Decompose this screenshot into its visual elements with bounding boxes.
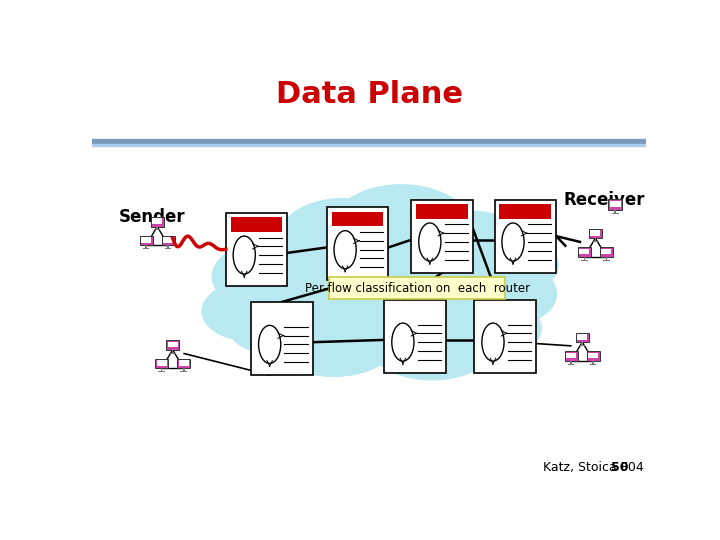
Bar	[163, 237, 174, 242]
Ellipse shape	[447, 299, 542, 359]
Ellipse shape	[482, 323, 504, 361]
Bar	[165, 248, 171, 249]
Ellipse shape	[233, 236, 256, 274]
Ellipse shape	[456, 261, 557, 326]
Bar	[327, 207, 388, 280]
Bar	[576, 333, 589, 342]
Ellipse shape	[419, 223, 441, 261]
Bar	[603, 260, 610, 261]
Bar	[162, 236, 175, 245]
Bar	[578, 247, 590, 256]
Bar	[582, 342, 583, 345]
Bar	[168, 342, 178, 347]
Bar	[92, 144, 647, 146]
Bar	[588, 353, 598, 358]
Bar	[168, 245, 169, 248]
Bar	[495, 200, 556, 273]
Ellipse shape	[269, 303, 398, 377]
Bar	[593, 241, 598, 242]
Bar	[581, 260, 588, 261]
Bar	[566, 353, 577, 358]
Bar	[608, 199, 622, 210]
Bar	[140, 236, 153, 245]
Bar	[384, 300, 446, 373]
Ellipse shape	[330, 184, 472, 272]
Ellipse shape	[258, 326, 281, 363]
Bar	[614, 210, 616, 213]
Bar	[595, 238, 596, 241]
Bar	[590, 363, 596, 364]
Bar	[154, 230, 161, 231]
Bar	[411, 200, 473, 273]
Bar	[156, 359, 168, 368]
Bar	[590, 230, 600, 235]
FancyBboxPatch shape	[329, 278, 505, 299]
Bar	[177, 359, 190, 368]
Ellipse shape	[464, 235, 559, 295]
Bar	[474, 300, 536, 373]
Bar	[179, 360, 189, 366]
Bar	[580, 248, 590, 254]
Bar	[332, 212, 383, 226]
Bar	[570, 361, 572, 363]
Text: Per-flow classification on  each  router: Per-flow classification on each router	[305, 281, 530, 295]
Bar	[583, 256, 585, 260]
Bar	[610, 201, 621, 207]
Ellipse shape	[413, 211, 532, 285]
Text: Sender: Sender	[119, 208, 185, 226]
Ellipse shape	[227, 295, 322, 355]
Bar	[589, 229, 602, 238]
Bar	[601, 248, 611, 254]
Ellipse shape	[392, 323, 414, 361]
Bar	[606, 256, 607, 260]
Bar	[230, 217, 282, 232]
Bar	[156, 226, 158, 230]
Bar	[226, 213, 287, 286]
Bar	[143, 248, 150, 249]
Ellipse shape	[367, 307, 496, 381]
Bar	[565, 352, 577, 361]
Bar	[587, 352, 600, 361]
Text: Receiver: Receiver	[563, 191, 644, 208]
Bar	[145, 245, 147, 248]
Ellipse shape	[202, 281, 297, 341]
Bar	[169, 353, 176, 354]
Bar	[568, 363, 575, 364]
Bar	[577, 334, 588, 340]
Ellipse shape	[278, 198, 406, 281]
Bar	[156, 360, 167, 366]
Bar	[612, 213, 619, 214]
Bar	[172, 350, 174, 353]
Bar	[92, 139, 647, 144]
Bar	[500, 204, 552, 219]
Bar	[600, 247, 613, 256]
Bar	[416, 204, 468, 219]
Bar	[593, 361, 594, 363]
Ellipse shape	[334, 231, 356, 269]
Text: Katz, Stoica F04: Katz, Stoica F04	[543, 461, 644, 474]
Bar	[141, 237, 151, 242]
Bar	[183, 368, 184, 372]
Ellipse shape	[502, 223, 524, 261]
Bar	[161, 368, 163, 372]
Text: Data Plane: Data Plane	[276, 79, 462, 109]
Text: 50: 50	[611, 461, 629, 474]
Bar	[166, 340, 179, 350]
Ellipse shape	[212, 242, 320, 311]
Bar	[579, 345, 585, 346]
Ellipse shape	[291, 219, 477, 357]
Bar	[151, 217, 163, 226]
Bar	[152, 219, 162, 224]
Bar	[251, 302, 312, 375]
